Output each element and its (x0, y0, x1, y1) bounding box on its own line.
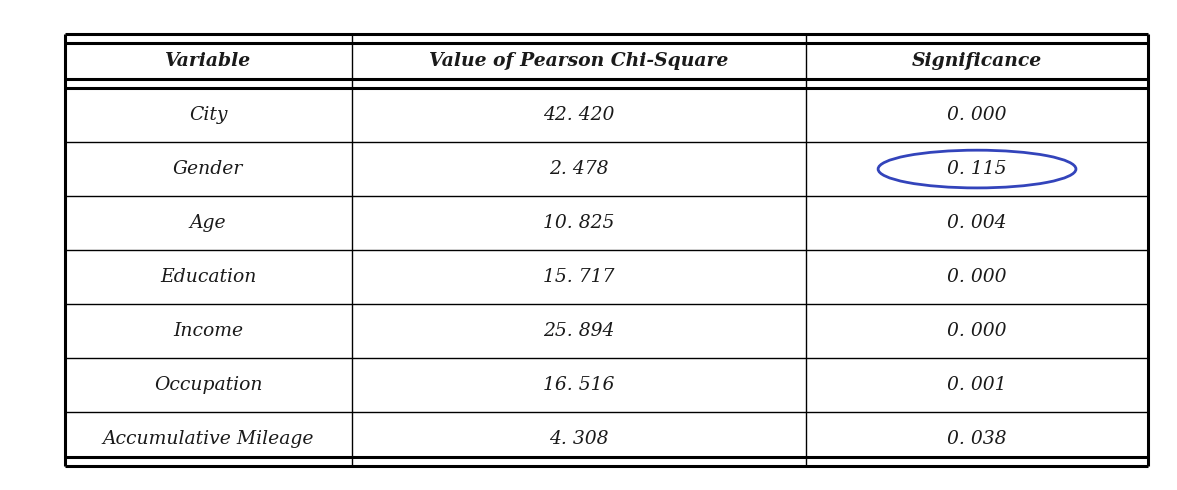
Text: 0. 038: 0. 038 (947, 430, 1006, 447)
Text: 0. 000: 0. 000 (947, 106, 1006, 124)
Text: 0. 115: 0. 115 (947, 160, 1006, 178)
Text: Occupation: Occupation (154, 376, 262, 393)
Text: 16. 516: 16. 516 (544, 376, 614, 393)
Text: Income: Income (173, 322, 244, 340)
Text: Significance: Significance (912, 52, 1042, 70)
Text: City: City (189, 106, 227, 124)
Text: 0. 004: 0. 004 (947, 214, 1006, 232)
Text: 2. 478: 2. 478 (550, 160, 609, 178)
Text: Variable: Variable (165, 52, 251, 70)
Text: 10. 825: 10. 825 (544, 214, 614, 232)
Text: 42. 420: 42. 420 (544, 106, 614, 124)
Text: Accumulative Mileage: Accumulative Mileage (102, 430, 314, 447)
Text: Age: Age (189, 214, 226, 232)
Text: 15. 717: 15. 717 (544, 268, 614, 286)
Text: 4. 308: 4. 308 (550, 430, 609, 447)
Text: 0. 001: 0. 001 (947, 376, 1006, 393)
Text: 0. 000: 0. 000 (947, 268, 1006, 286)
Text: Gender: Gender (173, 160, 244, 178)
Text: Education: Education (160, 268, 257, 286)
Text: 0. 000: 0. 000 (947, 322, 1006, 340)
Text: Value of Pearson Chi-Square: Value of Pearson Chi-Square (430, 52, 729, 70)
Text: 25. 894: 25. 894 (544, 322, 614, 340)
